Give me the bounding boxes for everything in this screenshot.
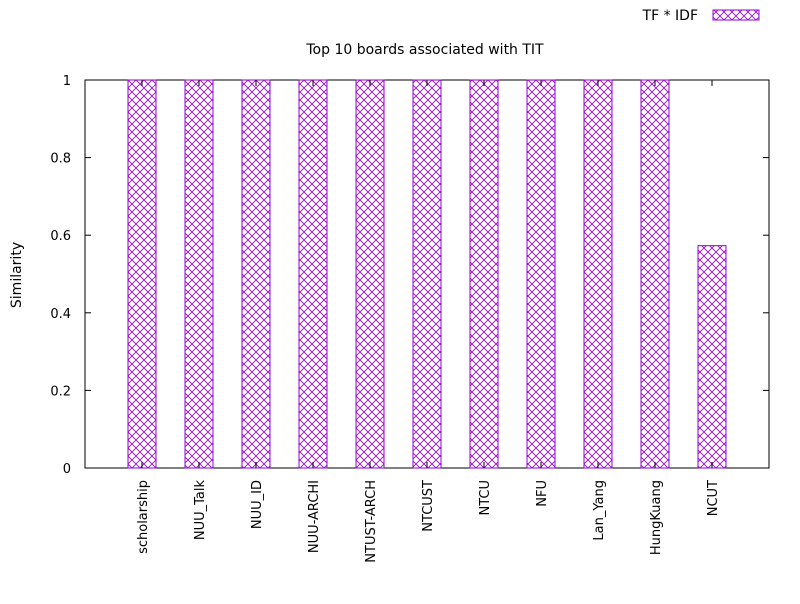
bar — [640, 79, 670, 469]
bar — [241, 79, 271, 469]
x-tick-label: NTCU — [478, 480, 493, 516]
x-tick-label: NCUT — [706, 480, 721, 516]
x-tick-label: NUU_ID — [250, 480, 265, 529]
y-tick-label: 0.6 — [50, 229, 71, 244]
y-tick-label: 0.8 — [50, 152, 71, 167]
x-tick-label: NUU-ARCHI — [307, 480, 322, 553]
bar — [469, 79, 499, 469]
x-tick-label: NFU — [535, 480, 550, 507]
chart-title: Top 10 boards associated with TIT — [305, 42, 544, 58]
legend-swatch — [712, 9, 760, 21]
x-tick-label: NTUST-ARCH — [364, 480, 379, 563]
x-tick-label: scholarship — [136, 480, 151, 554]
bar — [412, 79, 442, 469]
bar — [697, 245, 727, 469]
x-tick-label: NUU_Talk — [193, 480, 208, 541]
bar — [526, 79, 556, 469]
legend: TF * IDF — [642, 8, 760, 24]
y-tick-label: 0 — [63, 462, 71, 477]
bar — [127, 79, 157, 469]
bar — [298, 79, 328, 469]
bars-group — [127, 79, 727, 469]
x-tick-label: HungKuang — [649, 480, 664, 555]
y-tick-label: 0.2 — [50, 384, 71, 399]
y-axis-label: Similarity — [9, 242, 25, 308]
y-tick-label: 0.4 — [50, 307, 71, 322]
x-tick-label: NTCUST — [421, 480, 436, 532]
bar — [583, 79, 613, 469]
y-axis-ticks: 0 0.2 0.4 0.6 0.8 1 — [50, 74, 769, 477]
bar — [355, 79, 385, 469]
bar — [184, 79, 214, 469]
y-tick-label: 1 — [63, 74, 71, 89]
x-tick-label: Lan_Yang — [592, 480, 607, 541]
legend-label: TF * IDF — [642, 8, 698, 24]
x-axis-ticks: scholarship NUU_Talk NUU_ID NUU-ARCHI NTUST-… — [136, 80, 721, 563]
